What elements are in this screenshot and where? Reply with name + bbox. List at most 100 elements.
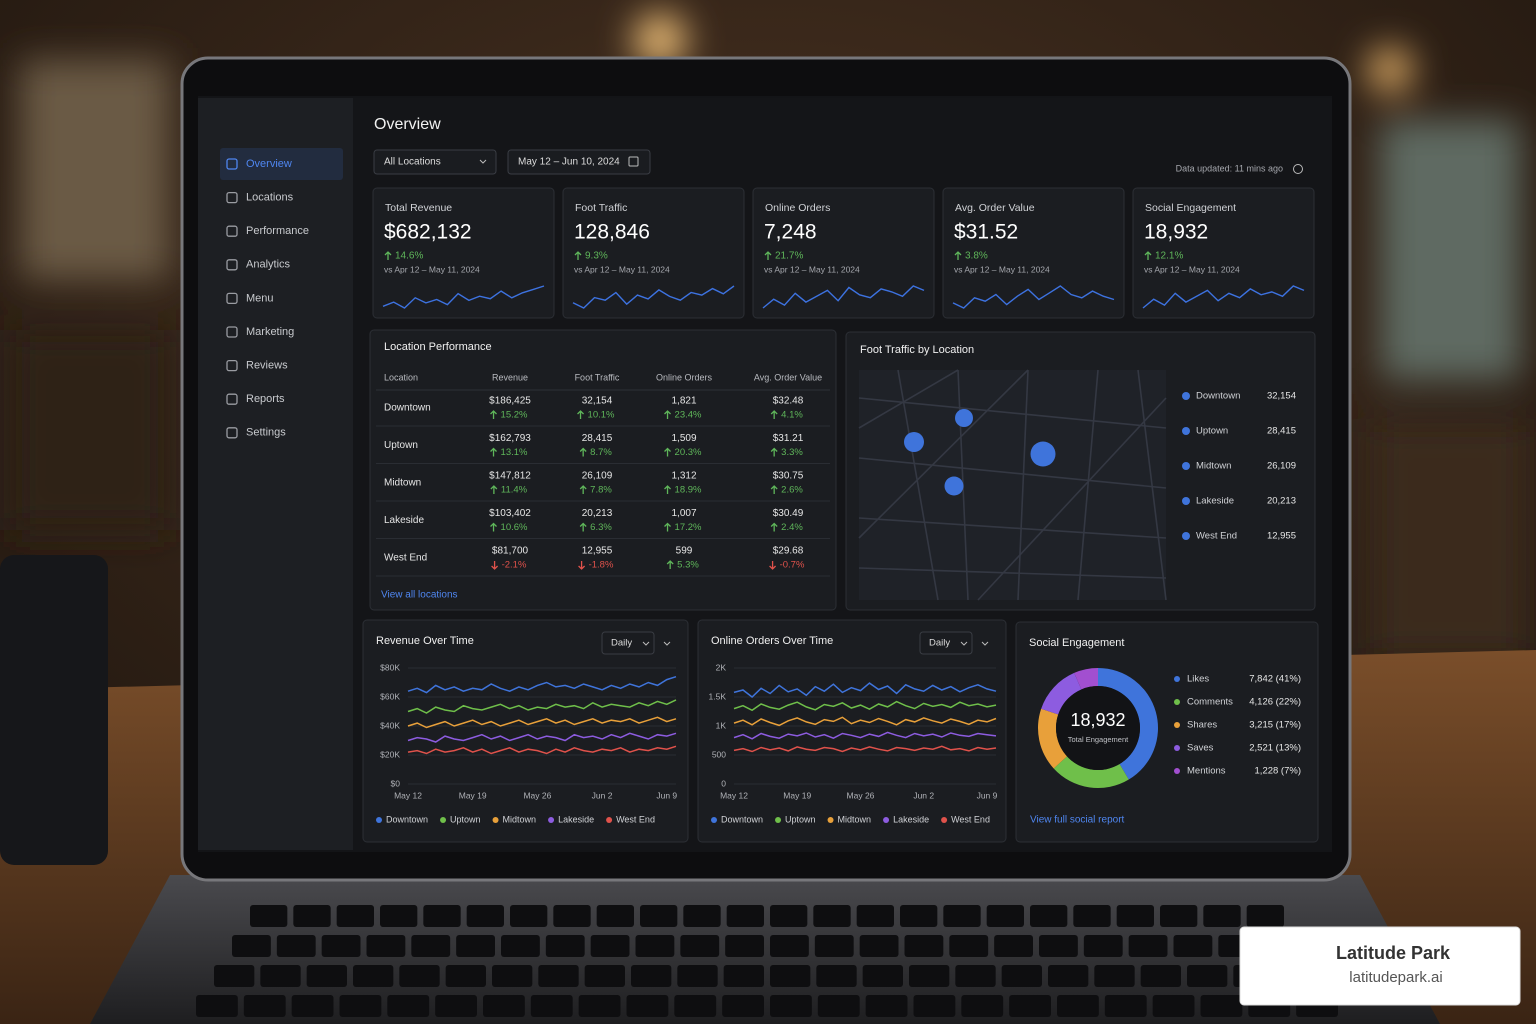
kpi-card bbox=[752, 187, 935, 319]
period-select[interactable] bbox=[919, 631, 973, 655]
chart-card bbox=[362, 619, 689, 843]
brand-name: Latitude Park bbox=[1336, 943, 1451, 963]
date-filter[interactable] bbox=[507, 149, 651, 175]
period-select[interactable] bbox=[601, 631, 655, 655]
key bbox=[635, 935, 675, 957]
nav-icon bbox=[226, 326, 238, 338]
x-tick-label: Jun 9 bbox=[977, 790, 998, 800]
change-value: 6.3% bbox=[590, 522, 612, 533]
nav-item[interactable]: Settings bbox=[246, 427, 286, 439]
kpi-comparison: vs Apr 12 – May 11, 2024 bbox=[1144, 264, 1240, 274]
y-tick-label: $0 bbox=[391, 778, 401, 788]
change-value: 23.4% bbox=[675, 410, 702, 421]
map-marker[interactable] bbox=[1030, 441, 1056, 467]
refresh-icon[interactable] bbox=[1293, 164, 1303, 174]
change-arrow bbox=[666, 560, 674, 569]
brand-url: latitudepark.ai bbox=[1349, 969, 1442, 986]
key bbox=[955, 965, 996, 987]
key bbox=[726, 905, 764, 927]
map-marker[interactable] bbox=[955, 409, 973, 427]
legend-label: Likes bbox=[1187, 674, 1209, 685]
map-road bbox=[858, 457, 1167, 489]
key bbox=[817, 995, 860, 1017]
column-header: Revenue bbox=[492, 372, 528, 382]
change-value: 10.6% bbox=[501, 522, 528, 533]
column-header: Online Orders bbox=[656, 372, 713, 382]
series-line bbox=[407, 675, 677, 694]
row-location: Downtown bbox=[384, 403, 431, 414]
key bbox=[456, 935, 495, 957]
nav-icon bbox=[226, 393, 238, 405]
sparkline bbox=[1142, 285, 1305, 309]
column-header: Avg. Order Value bbox=[754, 372, 822, 382]
y-tick-label: $60K bbox=[380, 691, 400, 701]
x-tick-label: Jun 2 bbox=[592, 790, 613, 800]
change-arrow bbox=[579, 485, 587, 494]
key bbox=[859, 935, 899, 957]
nav-item[interactable]: Marketing bbox=[246, 326, 294, 338]
table-link[interactable]: View all locations bbox=[381, 590, 458, 601]
nav-item[interactable]: Performance bbox=[246, 225, 309, 237]
nav-item[interactable]: Reports bbox=[246, 393, 285, 405]
key bbox=[674, 995, 717, 1017]
nav-item[interactable]: Overview bbox=[246, 158, 292, 170]
kpi-value: 7,248 bbox=[764, 221, 817, 244]
legend-dot bbox=[1174, 768, 1180, 774]
nav-item[interactable]: Analytics bbox=[246, 259, 291, 271]
x-tick-label: Jun 2 bbox=[913, 790, 934, 800]
change-value: 3.8% bbox=[965, 251, 988, 262]
social-link[interactable]: View full social report bbox=[1030, 815, 1125, 826]
cell-value: 12,955 bbox=[582, 546, 613, 557]
legend-dot bbox=[941, 817, 948, 823]
change-value: 21.7% bbox=[775, 251, 803, 262]
map-road bbox=[977, 397, 1167, 601]
map-marker[interactable] bbox=[944, 476, 964, 496]
kpi-comparison: vs Apr 12 – May 11, 2024 bbox=[954, 264, 1050, 274]
donut-total: 18,932 bbox=[1070, 710, 1125, 730]
change-value: -2.1% bbox=[502, 560, 527, 571]
chart-title: Online Orders Over Time bbox=[711, 635, 833, 647]
location-filter[interactable] bbox=[373, 149, 497, 175]
x-tick-label: May 19 bbox=[783, 790, 811, 800]
sparkline bbox=[952, 285, 1115, 309]
map-legend-value: 20,213 bbox=[1267, 496, 1296, 507]
key bbox=[291, 995, 334, 1017]
map-marker[interactable] bbox=[904, 432, 924, 452]
change-value: -1.8% bbox=[589, 560, 614, 571]
change-arrow bbox=[579, 522, 587, 532]
series-line bbox=[407, 745, 677, 755]
cell-value: 1,821 bbox=[671, 396, 696, 407]
nav-item[interactable]: Menu bbox=[246, 292, 274, 304]
legend-dot bbox=[1182, 427, 1190, 435]
key bbox=[510, 905, 548, 927]
key bbox=[1039, 935, 1078, 957]
map-legend-name: Midtown bbox=[1196, 461, 1231, 472]
donut-hole bbox=[1056, 686, 1140, 770]
donut-total-label: Total Engagement bbox=[1068, 735, 1129, 744]
kpi-label: Foot Traffic bbox=[575, 202, 627, 214]
map-road bbox=[1137, 369, 1167, 601]
cell-value: $30.49 bbox=[773, 508, 804, 519]
key bbox=[1160, 905, 1198, 927]
nav-item[interactable]: Reviews bbox=[246, 360, 288, 372]
key bbox=[321, 935, 361, 957]
dashboard: Overview Locations Performance Analytics Men… bbox=[198, 98, 1332, 850]
key bbox=[677, 965, 718, 987]
location-filter-text: All Locations bbox=[384, 157, 441, 168]
legend-dot bbox=[1182, 532, 1190, 540]
key bbox=[1187, 965, 1228, 987]
legend-dot bbox=[775, 817, 782, 823]
map-legend-value: 32,154 bbox=[1267, 391, 1296, 402]
change-arrow bbox=[770, 522, 778, 532]
key bbox=[276, 935, 316, 957]
change-arrow bbox=[490, 522, 497, 532]
key bbox=[1009, 995, 1051, 1017]
key bbox=[1073, 905, 1111, 927]
legend-label: Midtown bbox=[503, 814, 537, 824]
change-arrow bbox=[770, 410, 778, 419]
cell-value: 1,509 bbox=[671, 433, 696, 444]
key bbox=[423, 905, 461, 927]
nav-item[interactable]: Locations bbox=[246, 192, 294, 204]
key bbox=[770, 935, 809, 957]
legend-label: West End bbox=[951, 814, 990, 824]
